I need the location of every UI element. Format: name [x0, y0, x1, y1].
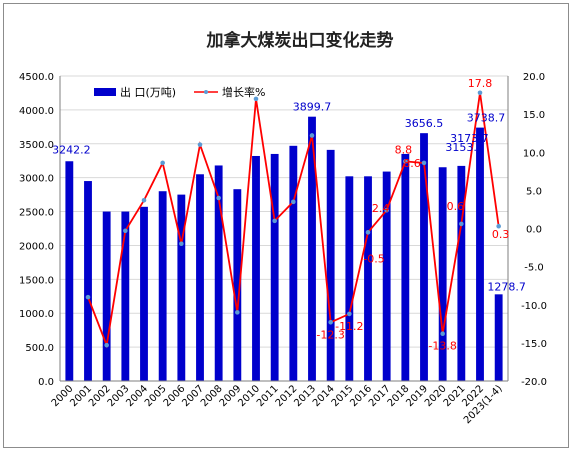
line-point: [403, 159, 408, 164]
bar-data-label: 3656.5: [405, 117, 444, 130]
line-point: [104, 342, 109, 348]
bar: [177, 194, 186, 381]
chart-frame: [3, 3, 569, 448]
line-point: [123, 228, 128, 234]
line-point: [496, 223, 501, 229]
line-point: [384, 207, 389, 213]
y-left-tick-label: 2500.0: [19, 208, 54, 219]
line-point: [141, 197, 147, 203]
y-right-tick-label: -5.0: [524, 263, 544, 274]
line-point: [272, 218, 277, 224]
bar: [289, 145, 298, 381]
line-point: [85, 294, 91, 300]
bar: [270, 153, 279, 381]
bar: [121, 211, 130, 381]
y-left-tick-label: 1000.0: [19, 309, 54, 320]
bar: [364, 176, 372, 381]
y-right-tick-label: 20.0: [523, 72, 545, 83]
bar-data-label: 3738.7: [467, 112, 506, 125]
line-point: [216, 195, 221, 201]
bar: [102, 211, 111, 381]
y-right-tick-label: 15.0: [523, 110, 545, 121]
bar: [457, 165, 466, 381]
bar: [476, 127, 484, 382]
bar: [140, 206, 148, 381]
line-point: [328, 319, 333, 325]
y-right-tick-label: 0.0: [526, 225, 542, 236]
y-left-tick-label: 4000.0: [19, 106, 54, 117]
line-data-label: 0.6: [447, 200, 465, 213]
line-data-label: -12.3: [316, 328, 344, 341]
line-point: [179, 241, 184, 247]
line-point: [347, 311, 352, 317]
line-data-label: 8.8: [395, 143, 413, 156]
line-data-label: -11.2: [335, 320, 363, 333]
y-left-tick-label: 3500.0: [19, 140, 54, 151]
y-left-tick-label: 3000.0: [19, 174, 54, 185]
line-data-label: 0.3: [492, 228, 510, 241]
line-data-label: 8.6: [403, 157, 421, 170]
y-left-tick-label: 1500.0: [19, 275, 54, 286]
bar: [345, 176, 354, 381]
bar: [401, 153, 410, 381]
line-point: [365, 230, 371, 235]
bar: [84, 181, 92, 381]
line-point: [309, 133, 315, 138]
bar-data-label: 3899.7: [293, 101, 332, 114]
bar-data-label: 3173.7: [450, 132, 489, 145]
line-data-label: 2.4: [372, 202, 390, 215]
y-right-tick-label: -15.0: [521, 339, 547, 350]
line-point: [421, 160, 427, 166]
legend-bar-swatch: [94, 88, 116, 96]
line-point: [459, 221, 464, 227]
line-point: [160, 160, 165, 166]
line-point: [477, 90, 483, 96]
bar-series: [65, 116, 503, 382]
legend-line-label: 增长率%: [222, 85, 265, 99]
line-series: [85, 90, 501, 349]
line-point: [197, 142, 203, 147]
bar: [308, 116, 316, 381]
bar: [438, 167, 447, 381]
y-left-tick-label: 0.0: [38, 377, 54, 388]
bar: [252, 155, 260, 381]
bar-data-label: 3242.2: [52, 143, 91, 156]
bar: [382, 171, 391, 381]
bar: [233, 189, 242, 381]
bar-data-label: 1278.7: [487, 280, 526, 293]
legend: 出 口(万吨) 增长率%: [94, 85, 265, 99]
y-left-tick-label: 4500.0: [19, 72, 54, 83]
bar: [326, 149, 335, 381]
bar: [494, 294, 503, 381]
axes: 0.0 500.0 1000.0 1500.0 2000.0 2500.0 3000.0 35…: [19, 72, 547, 426]
line-point: [291, 199, 296, 205]
bar: [214, 165, 223, 381]
line-data-label: 17.8: [468, 77, 493, 90]
line-point: [440, 331, 445, 337]
chart-title: 加拿大煤炭出口变化走势: [206, 30, 394, 51]
line-point: [253, 96, 259, 102]
line-point: [235, 310, 240, 315]
y-right-tick-label: -10.0: [521, 301, 547, 312]
y-left-tick-label: 500.0: [25, 343, 54, 354]
line-data-label: -13.8: [428, 340, 456, 353]
bar: [196, 174, 204, 381]
bar: [158, 191, 167, 381]
bar: [65, 161, 74, 381]
y-right-tick-label: 10.0: [523, 148, 545, 159]
y-left-tick-label: 2000.0: [19, 241, 54, 252]
bar: [420, 133, 428, 381]
y-right-tick-label: 5.0: [526, 186, 542, 197]
bar-data-label: 3153.7: [445, 141, 484, 154]
legend-bar-label: 出 口(万吨): [120, 85, 176, 99]
legend-line-marker: [204, 90, 208, 94]
line-data-label: -0.5: [363, 252, 384, 265]
y-right-tick-label: -20.0: [521, 377, 547, 388]
